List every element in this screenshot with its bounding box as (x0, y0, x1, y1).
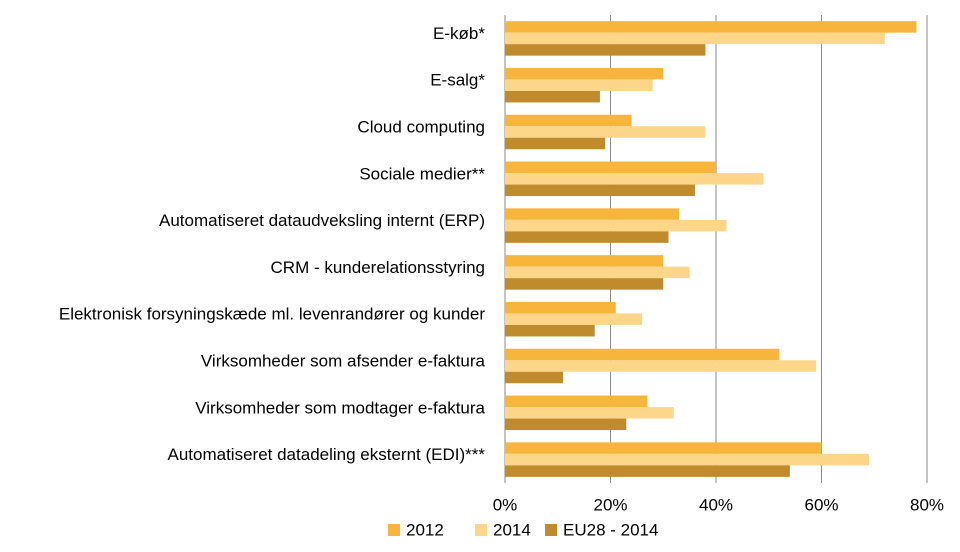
bar (505, 32, 885, 45)
bar (505, 360, 817, 372)
x-tick-label: 60% (804, 495, 838, 514)
bar (505, 313, 643, 325)
bar (505, 301, 616, 314)
x-tick-label: 40% (699, 495, 733, 514)
legend-swatch (475, 524, 487, 536)
y-tick-label: CRM - kunderelationsstyring (271, 258, 485, 277)
legend-label: EU28 - 2014 (563, 520, 658, 539)
y-tick-label: Automatiseret datadeling eksternt (EDI)*… (168, 445, 486, 464)
bar (505, 407, 674, 419)
bar (505, 44, 706, 56)
bar (505, 161, 716, 174)
bar (505, 114, 632, 127)
bar (505, 348, 780, 361)
bar (505, 21, 917, 33)
bar (505, 395, 648, 408)
x-tick-label: 20% (593, 495, 627, 514)
bar (505, 184, 695, 197)
y-tick-label: Elektronisk forsyningskæde ml. levenrand… (59, 305, 485, 324)
bar (505, 371, 564, 384)
x-tick-label: 80% (910, 495, 944, 514)
y-tick-label: E-køb* (433, 24, 485, 43)
bar (505, 67, 664, 80)
bar (505, 90, 600, 103)
bar (505, 266, 690, 279)
bar (505, 137, 606, 150)
bar (505, 324, 595, 337)
bar (505, 231, 669, 243)
bar (505, 79, 653, 91)
y-tick-label: Virksomheder som modtager e-faktura (195, 398, 485, 417)
y-tick-label: Cloud computing (357, 117, 485, 136)
legend-label: 2012 (406, 520, 444, 539)
y-tick-label: Virksomheder som afsender e-faktura (201, 351, 486, 370)
y-tick-label: Sociale medier** (359, 164, 485, 183)
bar (505, 442, 822, 454)
bar (505, 173, 764, 185)
legend-label: 2014 (493, 520, 531, 539)
x-tick-label: 0% (493, 495, 518, 514)
y-tick-label: E-salg* (430, 71, 485, 90)
bar (505, 126, 706, 138)
bar (505, 278, 664, 290)
bar (505, 255, 664, 267)
bar (505, 453, 869, 466)
bar (505, 465, 790, 477)
y-tick-label: Automatiseret dataudveksling internt (ER… (159, 211, 485, 230)
bar (505, 219, 727, 232)
bar (505, 418, 627, 431)
bar (505, 208, 680, 220)
legend-swatch (545, 524, 557, 536)
legend-swatch (388, 524, 400, 536)
